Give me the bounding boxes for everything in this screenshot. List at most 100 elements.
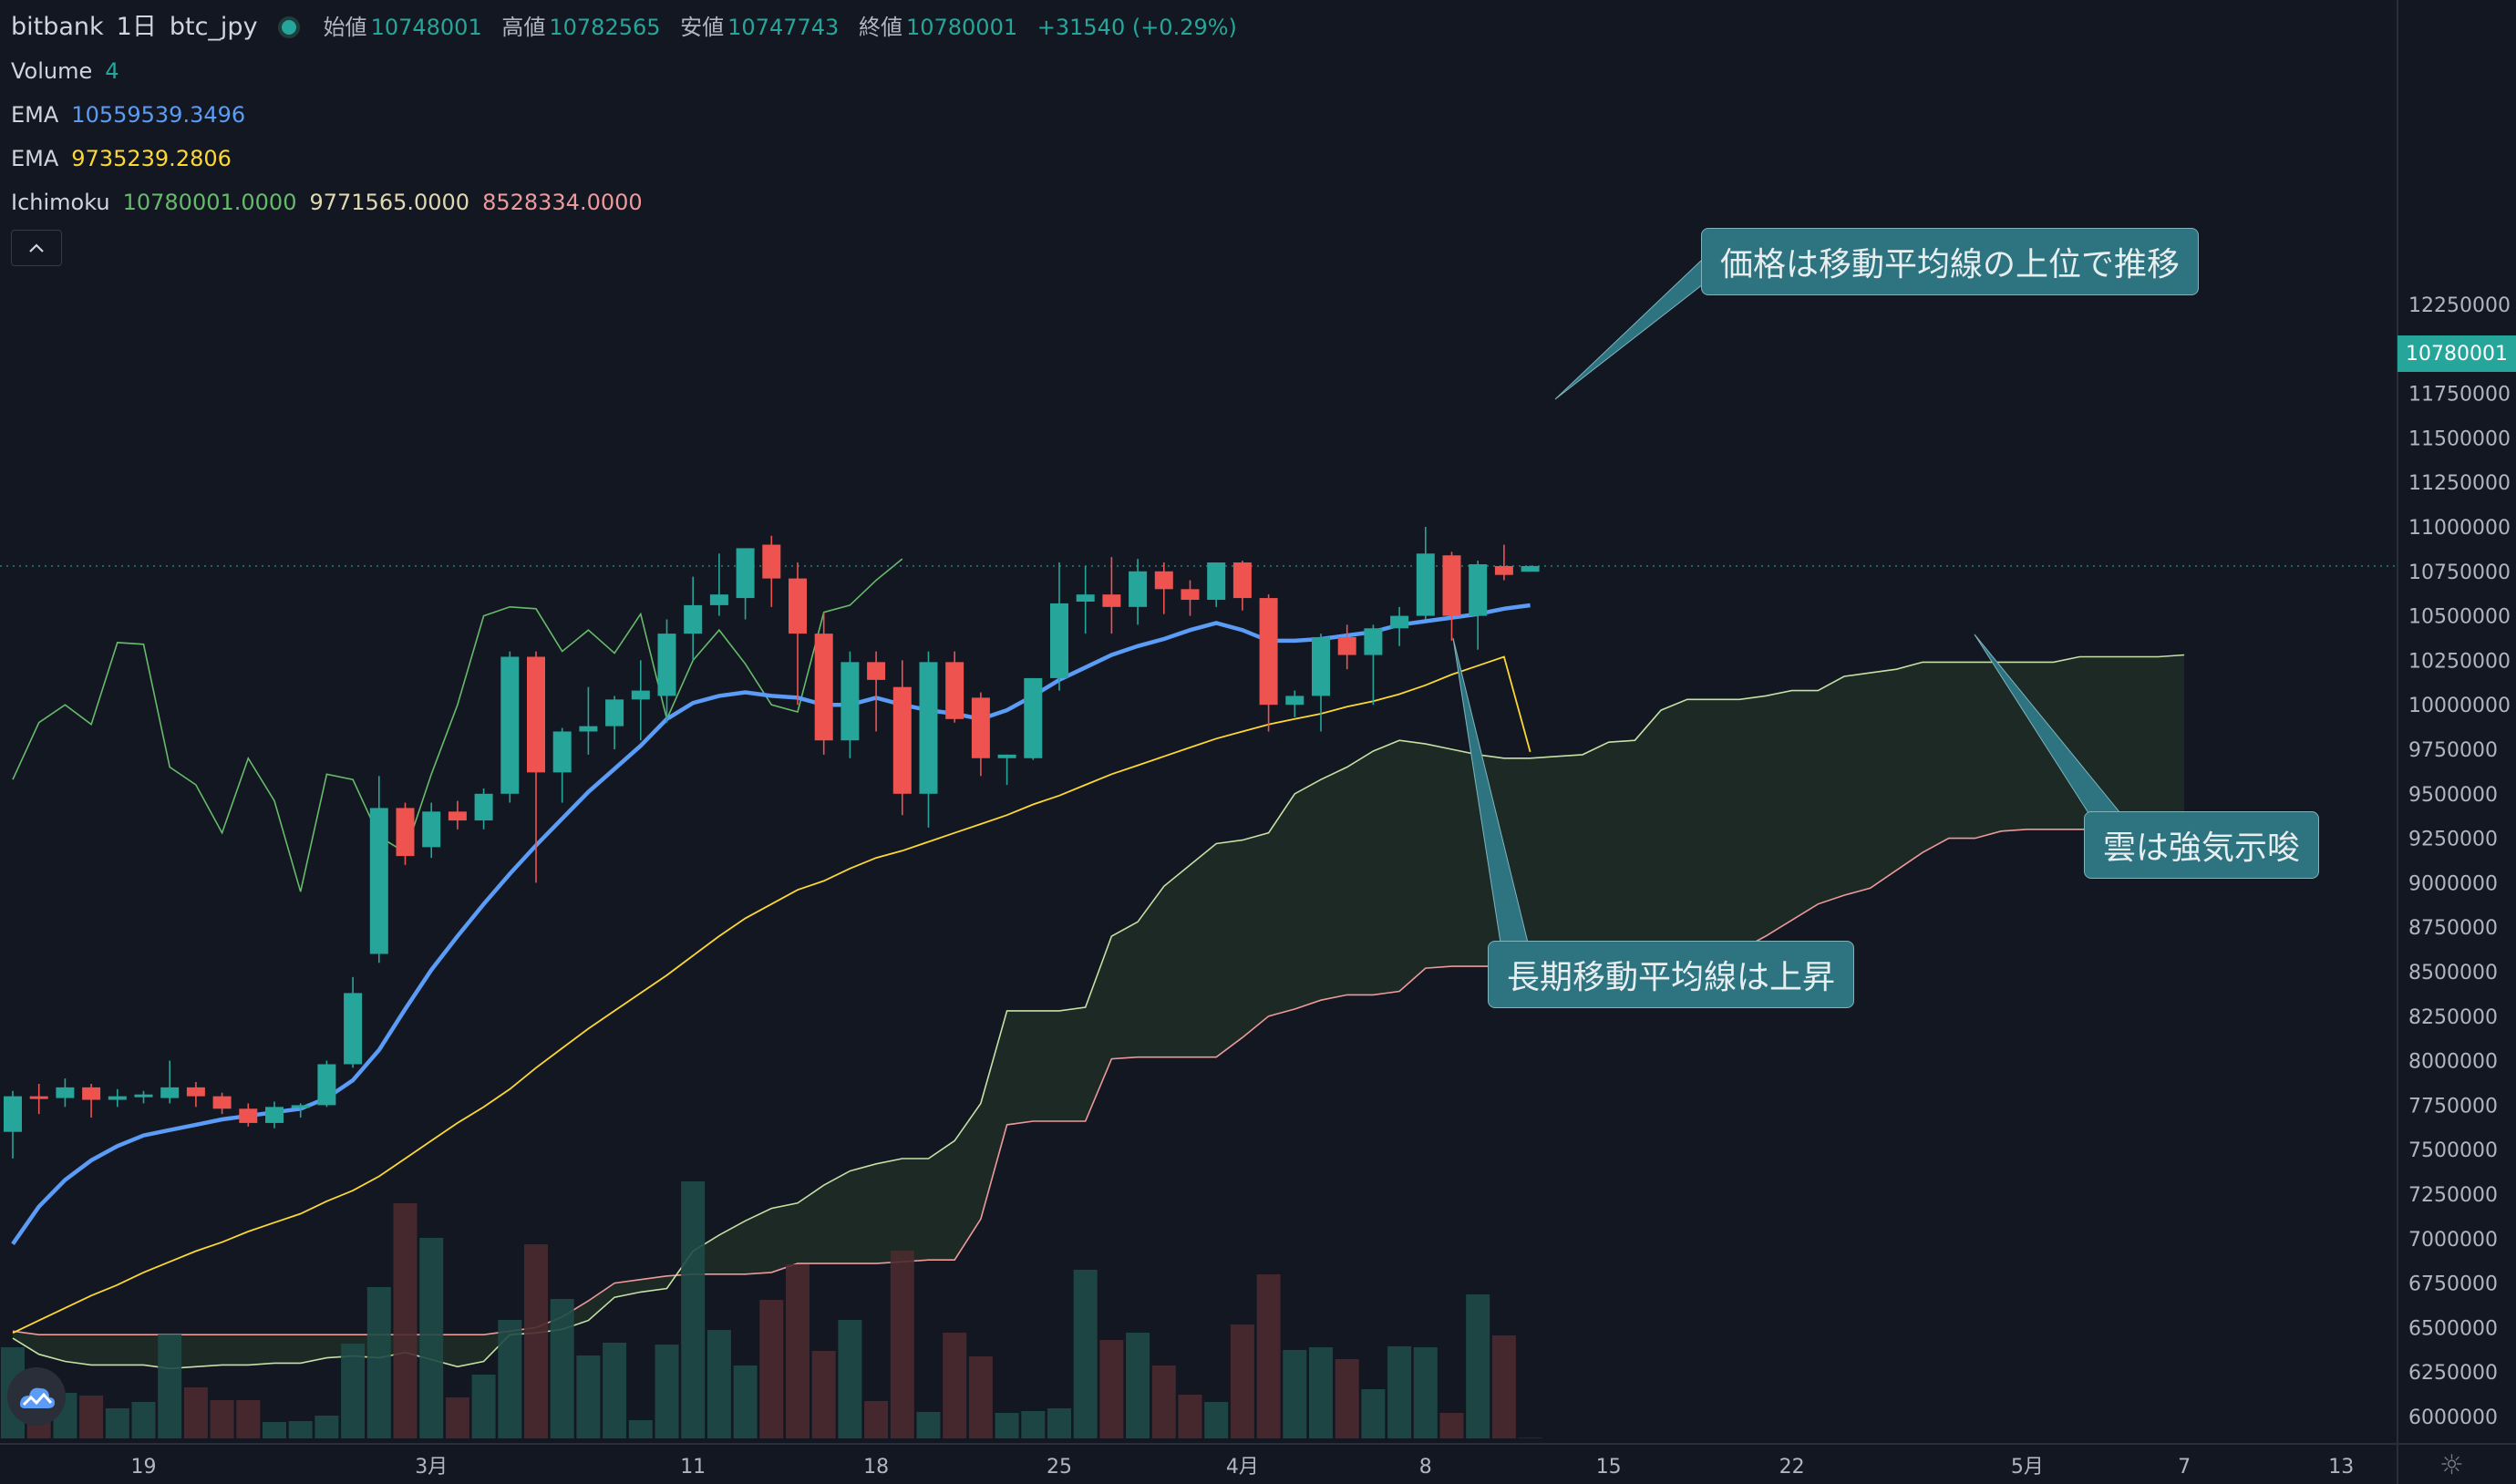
candle-body xyxy=(1494,565,1513,575)
y-tick-label: 10500000 xyxy=(2408,606,2511,629)
candle-body xyxy=(1076,594,1095,602)
indicator-value: 10559539.3496 xyxy=(71,102,246,128)
x-tick-label: 7 xyxy=(2178,1456,2191,1479)
volume-bar xyxy=(576,1355,601,1438)
indicator-name: EMA xyxy=(11,146,59,171)
candle-body xyxy=(396,808,415,857)
volume-bar xyxy=(1099,1340,1124,1438)
low-value: 10747743 xyxy=(727,15,840,40)
volume-bar xyxy=(1387,1346,1412,1438)
candle-body xyxy=(239,1108,258,1123)
candlesticks xyxy=(4,527,1540,1159)
chikou-line xyxy=(12,558,903,892)
volume-bars xyxy=(1,1181,1542,1438)
volume-bar xyxy=(968,1356,993,1438)
x-tick-label: 5月 xyxy=(2011,1456,2044,1479)
x-tick-label: 25 xyxy=(1047,1456,1072,1479)
indicator-ema-long[interactable]: EMA 9735239.2806 xyxy=(11,137,1250,180)
tradingview-logo[interactable] xyxy=(7,1367,66,1426)
volume-bar xyxy=(419,1238,444,1438)
last-price-tag: 10780001 xyxy=(2397,335,2516,372)
candle-body xyxy=(762,544,781,579)
y-tick-label: 10750000 xyxy=(2408,562,2511,584)
candle-body xyxy=(186,1087,205,1097)
callout-pointer xyxy=(1554,257,1704,400)
candle-body xyxy=(971,697,990,758)
volume-bar xyxy=(1021,1411,1046,1438)
x-tick-label: 3月 xyxy=(415,1456,448,1479)
volume-bar xyxy=(1178,1395,1202,1438)
y-tick-label: 7750000 xyxy=(2408,1095,2498,1118)
volume-bar xyxy=(1519,1438,1542,1439)
callout-long-ma-rising: 長期移動平均線は上昇 xyxy=(1488,941,1855,1008)
ema-long-line xyxy=(12,655,1531,1335)
indicator-ema-short[interactable]: EMA 10559539.3496 xyxy=(11,93,1250,137)
y-tick-label: 11500000 xyxy=(2408,428,2511,450)
volume-bar xyxy=(288,1421,313,1438)
y-tick-label: 6750000 xyxy=(2408,1273,2498,1296)
volume-bar xyxy=(263,1422,286,1438)
symbol-pair[interactable]: btc_jpy xyxy=(169,13,258,41)
price-axis: 1225000012000000117500001150000011250000… xyxy=(2397,0,2511,1484)
volume-bar xyxy=(1361,1389,1386,1438)
y-tick-label: 6000000 xyxy=(2408,1407,2498,1429)
candle-body xyxy=(709,594,728,605)
volume-bar xyxy=(471,1375,496,1438)
volume-bar xyxy=(105,1408,129,1438)
y-tick-label: 8500000 xyxy=(2408,962,2498,984)
open-label: 始値 xyxy=(323,15,367,40)
volume-bar xyxy=(314,1416,339,1438)
settings-gear-icon[interactable]: ☼ xyxy=(2439,1449,2464,1481)
low-label: 安値 xyxy=(680,15,725,40)
volume-bar xyxy=(759,1300,784,1438)
x-tick-label: 11 xyxy=(680,1456,706,1479)
y-tick-label: 6250000 xyxy=(2408,1362,2498,1385)
ichimoku-cloud xyxy=(12,654,2185,1370)
volume-bar xyxy=(681,1181,706,1438)
candle-body xyxy=(945,662,964,719)
candle-body xyxy=(1129,571,1148,607)
volume-bar xyxy=(706,1330,731,1438)
volume-bar xyxy=(655,1345,679,1438)
callout-pointers xyxy=(1452,257,2121,943)
symbol-exchange[interactable]: bitbank xyxy=(11,13,104,41)
candle-body xyxy=(552,731,572,773)
y-tick-label: 10250000 xyxy=(2408,650,2511,673)
candle-body xyxy=(736,548,755,599)
ohlc-readout: 始値 10748001 高値 10782565 安値 10747743 終値 10780… xyxy=(324,5,1250,49)
collapse-legend-button[interactable] xyxy=(11,230,62,266)
volume-bar xyxy=(864,1401,889,1438)
y-tick-label: 12250000 xyxy=(2408,294,2511,317)
candle-body xyxy=(1050,603,1068,678)
volume-bar xyxy=(995,1413,1019,1438)
indicator-name: EMA xyxy=(11,102,59,128)
x-tick-label: 15 xyxy=(1596,1456,1622,1479)
volume-bar xyxy=(1439,1413,1464,1438)
candle-body xyxy=(265,1107,284,1123)
close-label: 終値 xyxy=(858,15,902,40)
open-value: 10748001 xyxy=(370,15,482,40)
candle-body xyxy=(631,690,650,700)
y-tick-label: 8000000 xyxy=(2408,1051,2498,1074)
candle-body xyxy=(789,578,807,634)
volume-bar xyxy=(603,1343,627,1438)
volume-bar xyxy=(1283,1350,1307,1438)
indicator-ichimoku[interactable]: Ichimoku 10780001.0000 9771565.0000 8528… xyxy=(11,180,1250,224)
symbol-interval[interactable]: 1日 xyxy=(116,13,157,41)
candle-body xyxy=(605,699,624,727)
indicator-name: Ichimoku xyxy=(11,190,110,215)
volume-bar xyxy=(210,1400,234,1438)
indicator-name: Volume xyxy=(11,58,93,84)
x-tick-label: 19 xyxy=(131,1456,157,1479)
candle-body xyxy=(1154,571,1173,590)
high-value: 10782565 xyxy=(549,15,661,40)
candle-body xyxy=(1337,637,1356,655)
x-tick-label: 13 xyxy=(2328,1456,2354,1479)
volume-bar xyxy=(1151,1365,1176,1438)
candle-body xyxy=(1024,677,1043,758)
symbol-row: bitbank 1日 btc_jpy 始値 10748001 高値 10782565… xyxy=(11,5,1250,49)
volume-bar xyxy=(183,1387,208,1438)
candle-body xyxy=(317,1064,336,1106)
indicator-volume[interactable]: Volume 4 xyxy=(11,49,1250,93)
